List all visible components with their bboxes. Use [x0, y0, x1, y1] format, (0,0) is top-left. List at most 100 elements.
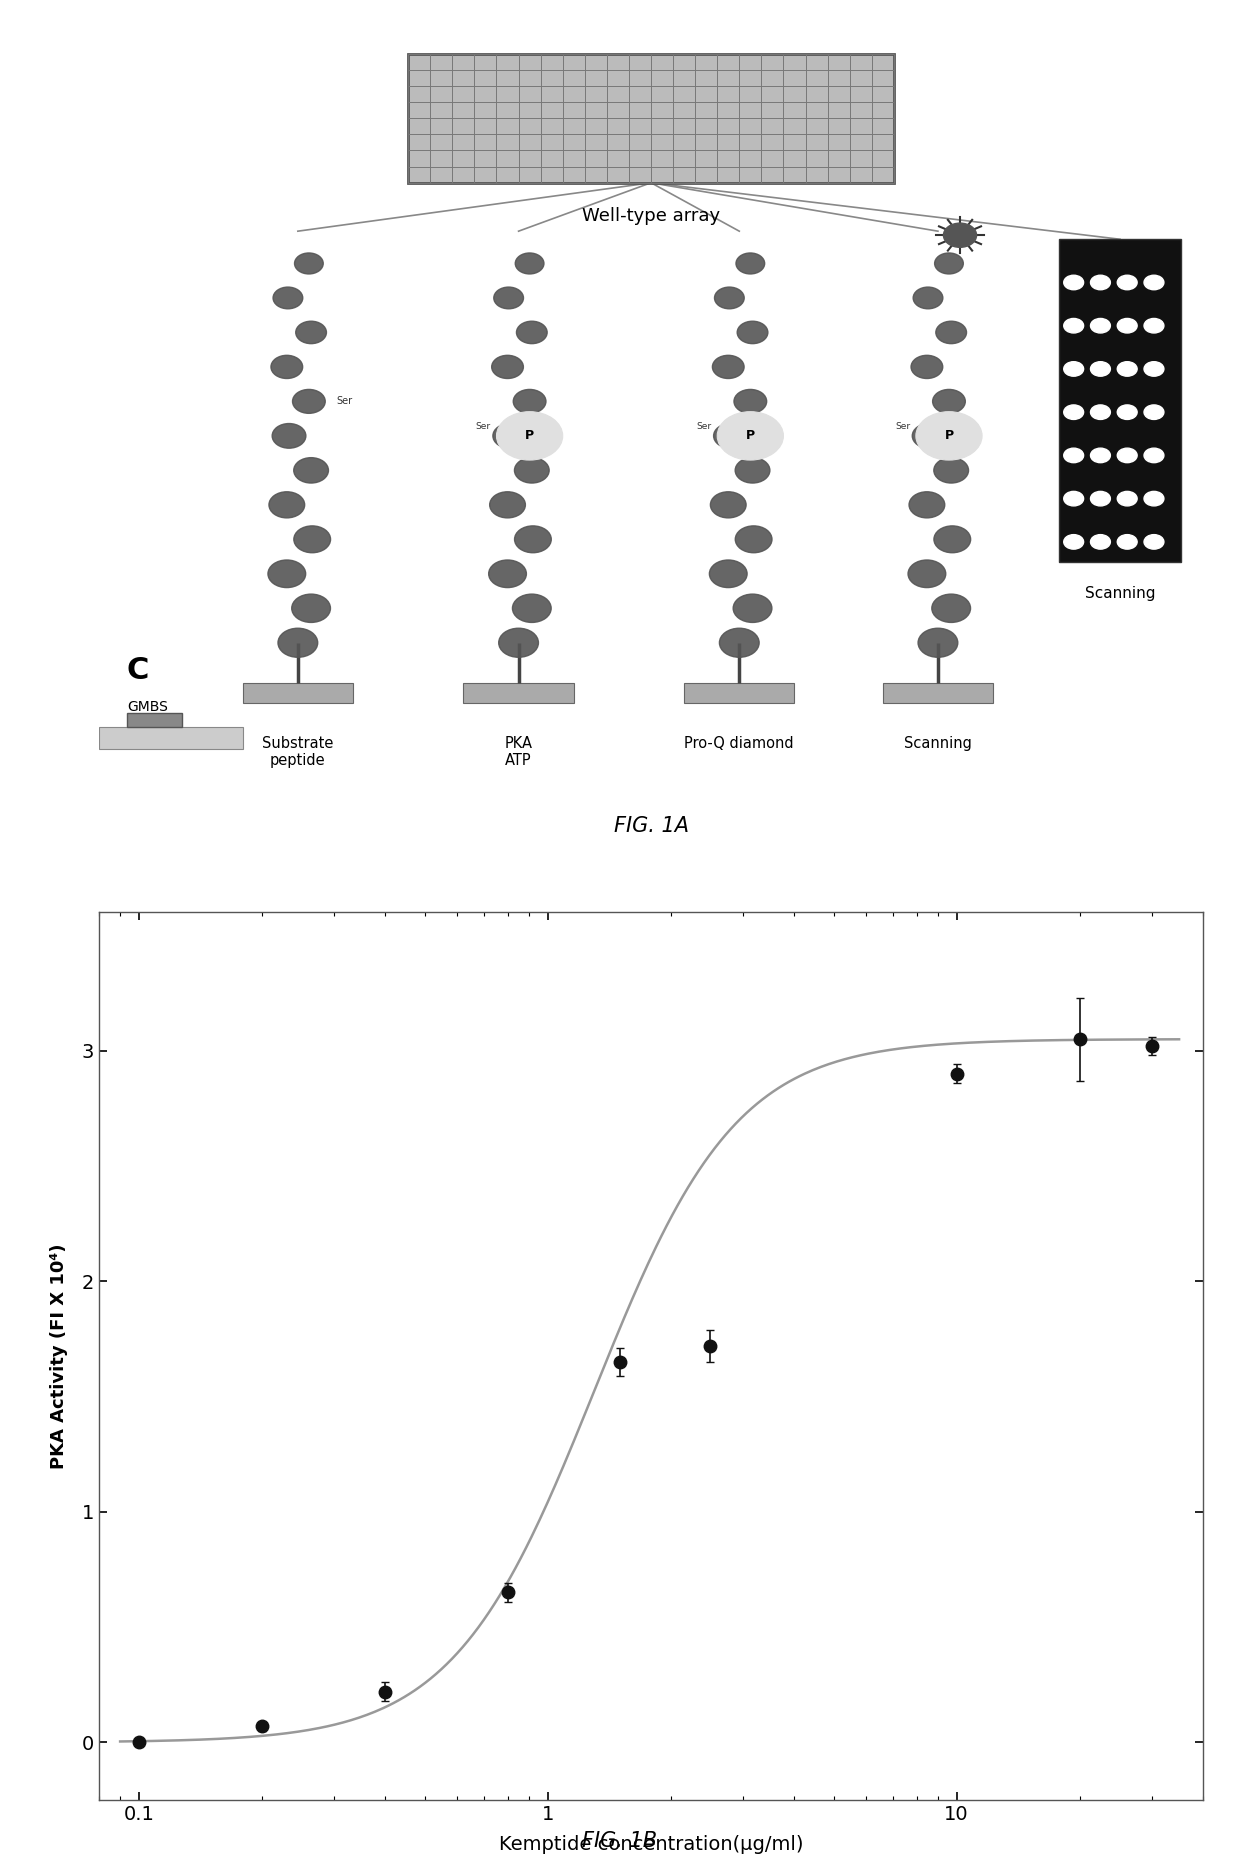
Circle shape: [492, 424, 527, 448]
Circle shape: [913, 424, 946, 448]
Circle shape: [516, 253, 544, 274]
Circle shape: [944, 223, 977, 248]
Text: P: P: [745, 429, 755, 442]
Text: Ser: Ser: [336, 396, 352, 407]
Circle shape: [296, 321, 326, 343]
Circle shape: [936, 321, 966, 343]
Circle shape: [1117, 405, 1137, 420]
Circle shape: [513, 390, 546, 412]
Circle shape: [735, 525, 773, 553]
Text: Ser: Ser: [895, 422, 910, 431]
Circle shape: [918, 628, 957, 658]
Text: P: P: [525, 429, 534, 442]
Circle shape: [1090, 448, 1110, 463]
Circle shape: [512, 594, 551, 622]
Circle shape: [494, 287, 523, 309]
Text: Ser: Ser: [476, 422, 491, 431]
Circle shape: [1117, 491, 1137, 506]
Circle shape: [1090, 405, 1110, 420]
Circle shape: [1090, 534, 1110, 549]
Circle shape: [293, 390, 325, 412]
Circle shape: [934, 458, 968, 484]
Circle shape: [935, 253, 963, 274]
Circle shape: [1090, 362, 1110, 377]
Circle shape: [272, 424, 306, 448]
Circle shape: [932, 390, 965, 412]
FancyBboxPatch shape: [684, 682, 795, 703]
Y-axis label: PKA Activity (FI X 10⁴): PKA Activity (FI X 10⁴): [50, 1243, 68, 1468]
Circle shape: [908, 561, 946, 587]
Circle shape: [1145, 534, 1164, 549]
Circle shape: [734, 390, 766, 412]
Circle shape: [913, 287, 942, 309]
Circle shape: [269, 491, 305, 518]
Circle shape: [1117, 276, 1137, 291]
Circle shape: [496, 412, 563, 459]
Text: C: C: [126, 656, 149, 686]
FancyBboxPatch shape: [99, 728, 243, 750]
Circle shape: [278, 628, 317, 658]
Circle shape: [1064, 405, 1084, 420]
Text: FIG. 1B: FIG. 1B: [583, 1832, 657, 1851]
Circle shape: [498, 628, 538, 658]
Circle shape: [1064, 534, 1084, 549]
Circle shape: [492, 356, 523, 379]
Circle shape: [1145, 405, 1164, 420]
Circle shape: [1117, 319, 1137, 334]
Text: GMBS: GMBS: [126, 701, 167, 714]
Circle shape: [515, 458, 549, 484]
Circle shape: [709, 561, 748, 587]
Circle shape: [1145, 491, 1164, 506]
Circle shape: [717, 412, 784, 459]
Circle shape: [711, 491, 746, 518]
Circle shape: [489, 561, 527, 587]
Circle shape: [1145, 362, 1164, 377]
FancyBboxPatch shape: [126, 712, 182, 728]
FancyBboxPatch shape: [464, 682, 574, 703]
Circle shape: [931, 594, 971, 622]
Circle shape: [1064, 319, 1084, 334]
Text: Well-type array: Well-type array: [582, 206, 720, 225]
Circle shape: [294, 458, 329, 484]
FancyBboxPatch shape: [883, 682, 993, 703]
Circle shape: [909, 491, 945, 518]
Text: Scanning: Scanning: [904, 735, 972, 750]
Text: Ser: Ser: [697, 422, 712, 431]
Circle shape: [1145, 319, 1164, 334]
Circle shape: [268, 561, 306, 587]
Circle shape: [1090, 319, 1110, 334]
Circle shape: [737, 253, 765, 274]
Circle shape: [1064, 448, 1084, 463]
Text: FIG. 1A: FIG. 1A: [614, 816, 688, 836]
Circle shape: [911, 356, 942, 379]
Text: Pro-Q diamond: Pro-Q diamond: [684, 735, 794, 750]
Circle shape: [517, 321, 547, 343]
Circle shape: [272, 356, 303, 379]
Circle shape: [291, 594, 330, 622]
Circle shape: [273, 287, 303, 309]
Circle shape: [738, 321, 768, 343]
Circle shape: [1064, 362, 1084, 377]
Text: Scanning: Scanning: [1085, 587, 1156, 602]
Circle shape: [916, 412, 982, 459]
Circle shape: [1064, 276, 1084, 291]
Text: Substrate
peptide: Substrate peptide: [262, 735, 334, 769]
Circle shape: [294, 525, 331, 553]
Circle shape: [713, 356, 744, 379]
Circle shape: [1117, 448, 1137, 463]
Circle shape: [295, 253, 324, 274]
Circle shape: [934, 525, 971, 553]
Circle shape: [1064, 491, 1084, 506]
FancyBboxPatch shape: [1059, 240, 1180, 562]
Circle shape: [1117, 534, 1137, 549]
Circle shape: [1145, 448, 1164, 463]
Circle shape: [490, 491, 526, 518]
Circle shape: [733, 594, 771, 622]
Circle shape: [719, 628, 759, 658]
FancyBboxPatch shape: [408, 54, 894, 182]
Circle shape: [735, 458, 770, 484]
FancyBboxPatch shape: [243, 682, 353, 703]
Circle shape: [515, 525, 552, 553]
X-axis label: Kemptide concentration(μg/ml): Kemptide concentration(μg/ml): [498, 1836, 804, 1854]
Text: PKA
ATP: PKA ATP: [505, 735, 532, 769]
